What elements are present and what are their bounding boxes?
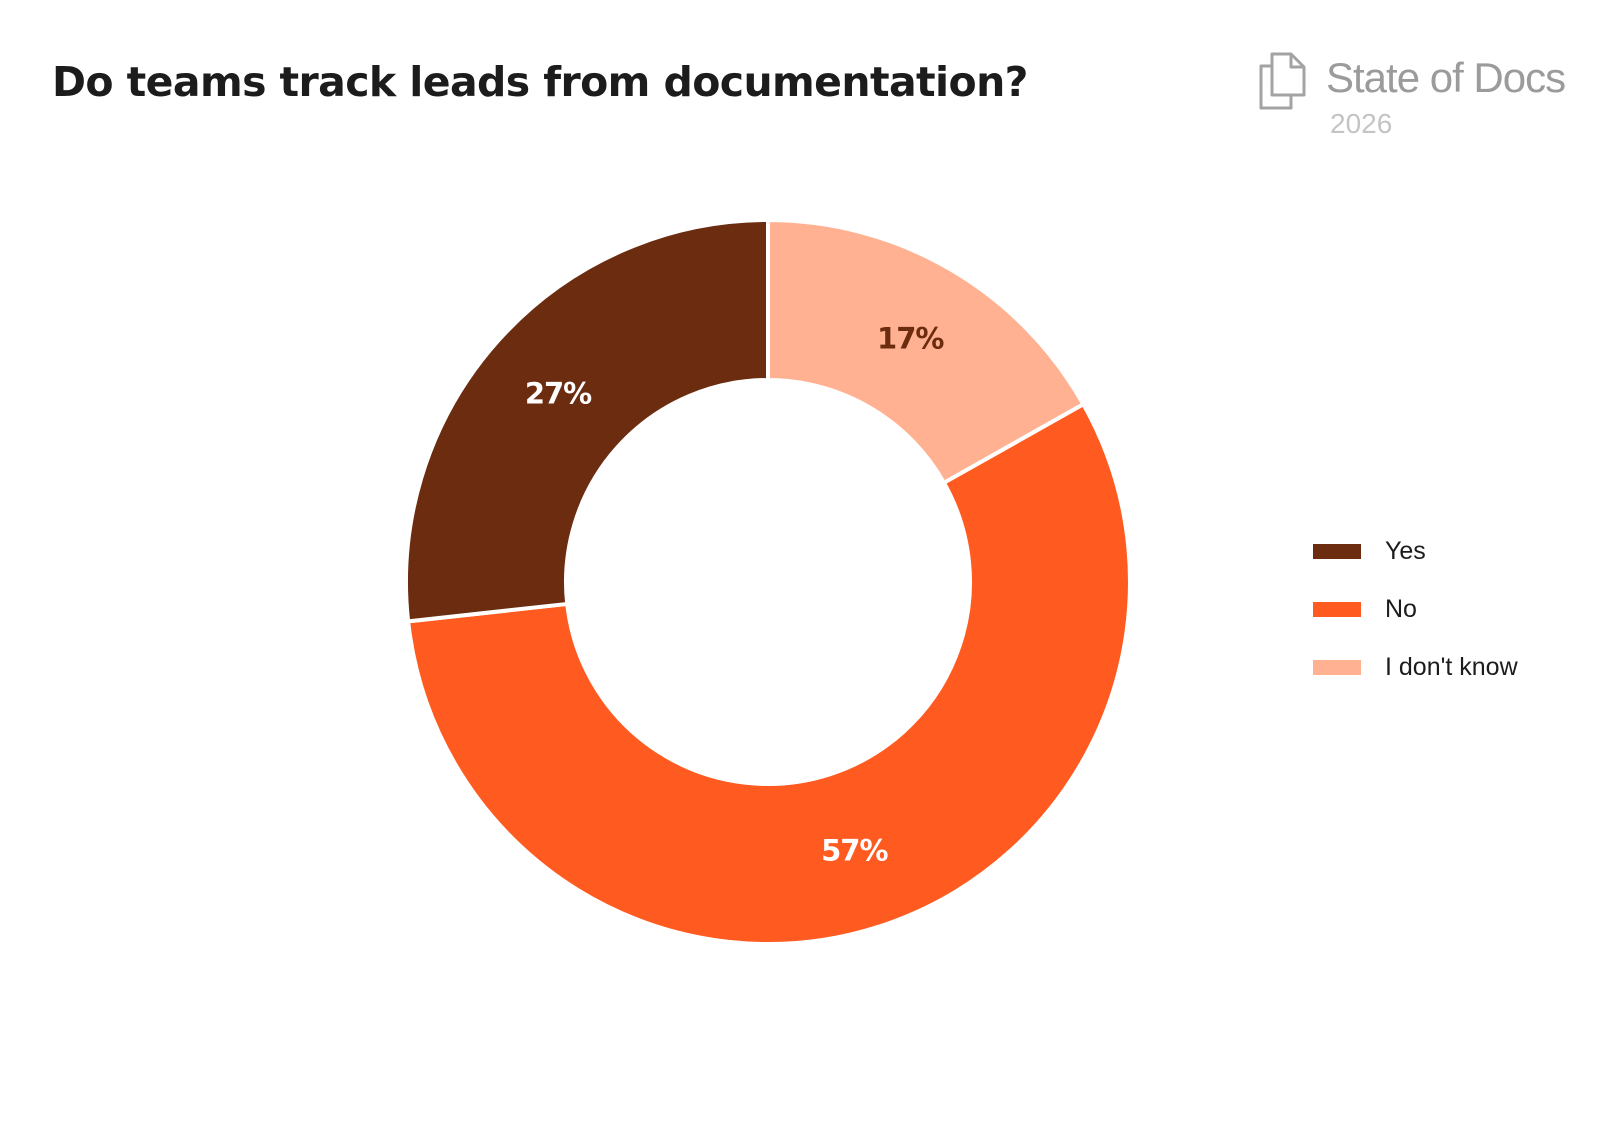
legend-label-yes: Yes: [1385, 537, 1426, 566]
donut-slice-yes: [406, 220, 768, 621]
legend-item-yes: Yes: [1313, 522, 1518, 580]
slice-label-i-don-t-know: 17%: [877, 322, 944, 356]
chart-legend: Yes No I don't know: [1313, 522, 1518, 696]
legend-label-no: No: [1385, 595, 1417, 624]
legend-item-no: No: [1313, 580, 1518, 638]
legend-swatch-no: [1313, 602, 1361, 617]
legend-item-i-don-t-know: I don't know: [1313, 638, 1518, 696]
slice-label-no: 57%: [821, 833, 888, 867]
slice-label-yes: 27%: [525, 377, 592, 411]
legend-label-i-don-t-know: I don't know: [1385, 653, 1518, 682]
legend-swatch-i-don-t-know: [1313, 660, 1361, 675]
legend-swatch-yes: [1313, 544, 1361, 559]
